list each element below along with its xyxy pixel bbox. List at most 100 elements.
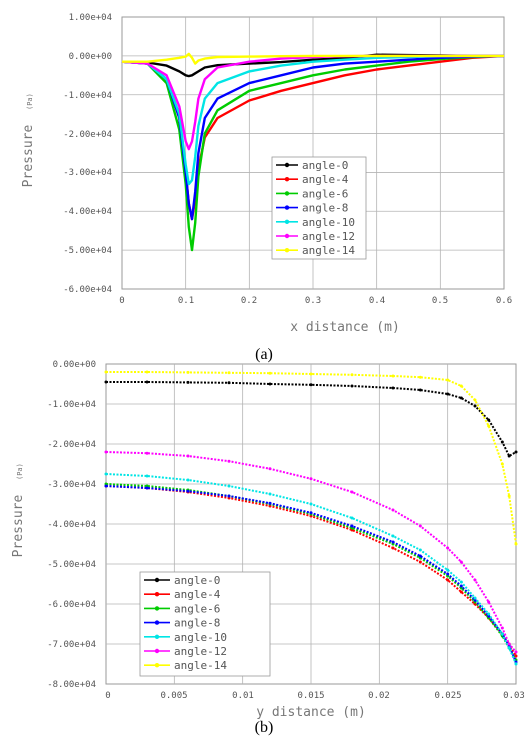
y-tick-label: -4.00e+04 — [63, 207, 112, 217]
data-point — [446, 568, 450, 572]
x-tick-label: 0.5 — [432, 296, 448, 306]
data-point — [507, 642, 511, 646]
legend-label: angle-14 — [174, 659, 227, 672]
y-tick-label: -2.00e+04 — [47, 440, 96, 450]
legend-marker — [284, 177, 290, 182]
caption-b: (b) — [255, 719, 274, 736]
x-tick-label: 0.03 — [503, 691, 525, 701]
y-tick-label: -7.00e+04 — [47, 640, 96, 650]
y-axis-label-a: Pressure — [21, 125, 36, 188]
data-point — [418, 524, 422, 528]
legend-label: angle-8 — [302, 202, 348, 215]
data-point — [473, 578, 477, 582]
legend-label: angle-8 — [174, 617, 220, 630]
data-point — [459, 396, 463, 400]
y-axis-unit-a: (Pa) — [26, 93, 34, 110]
data-point — [186, 454, 190, 458]
data-point — [507, 494, 511, 498]
legend-label: angle-12 — [174, 645, 227, 658]
y-tick-label: 0.00e+00 — [53, 360, 96, 370]
data-point — [473, 398, 477, 402]
data-point — [350, 490, 354, 494]
y-tick-label: -8.00e+04 — [47, 680, 96, 690]
y-tick-label: -4.00e+04 — [47, 520, 96, 530]
y-tick-label: -5.00e+04 — [63, 246, 112, 256]
series-a — [121, 52, 505, 252]
y-axis-label-a-group: Pressure (Pa) — [21, 93, 36, 187]
legend-marker — [154, 577, 160, 583]
series-line-angle-10 — [121, 54, 504, 186]
y-axis-unit-b: (Pa) — [16, 463, 24, 480]
data-point — [268, 467, 272, 471]
data-point — [514, 654, 518, 658]
legend-marker — [284, 191, 290, 196]
x-tick-label: 0.2 — [241, 296, 257, 306]
data-point — [186, 380, 190, 384]
legend-marker — [154, 620, 160, 625]
legend-marker — [154, 592, 160, 597]
legend-marker — [154, 606, 160, 611]
legend-label: angle-14 — [302, 244, 355, 257]
data-point — [500, 632, 504, 636]
x-tick-label: 0.02 — [368, 691, 390, 701]
y-tick-label: -1.00e+04 — [63, 91, 112, 101]
data-point — [104, 484, 108, 488]
data-point — [186, 478, 190, 482]
y-tick-label: -2.00e+04 — [63, 130, 112, 140]
ticks-b: 0.00e+00 -1.00e+04 -2.00e+04 -3.00e+04 -… — [47, 360, 525, 701]
data-point — [309, 502, 313, 506]
data-point — [350, 373, 354, 377]
data-point — [391, 540, 395, 544]
series-line-angle-6 — [121, 54, 505, 252]
data-point — [500, 440, 504, 444]
legend-box-b — [139, 571, 271, 677]
data-point — [186, 489, 190, 493]
data-point — [459, 580, 463, 584]
data-point — [268, 371, 272, 375]
chart-a: 1.00e+04 0.00e+00 -1.00e+04 -2.00e+04 -3… — [21, 13, 512, 363]
data-point — [309, 477, 313, 481]
legend-marker — [284, 162, 290, 168]
series-line-angle-0 — [106, 381, 517, 457]
legend-marker — [284, 205, 290, 210]
chart-b: 0.00e+00 -1.00e+04 -2.00e+04 -3.00e+04 -… — [11, 360, 525, 736]
data-point — [227, 484, 231, 488]
data-point — [186, 370, 190, 374]
data-point — [459, 560, 463, 564]
data-point — [391, 386, 395, 390]
x-tick-label: 0.1 — [178, 296, 194, 306]
x-axis-label-b: y distance (m) — [256, 705, 366, 720]
series-line-angle-14 — [122, 52, 504, 65]
legend-label: angle-0 — [302, 159, 348, 172]
data-point — [227, 371, 231, 375]
data-point — [104, 450, 108, 454]
x-tick-label: 0 — [119, 296, 124, 306]
series-line-angle-8 — [105, 485, 517, 663]
y-tick-label: -6.00e+04 — [47, 600, 96, 610]
series-line-angle-12 — [105, 451, 517, 653]
data-point — [514, 542, 518, 546]
data-point — [418, 388, 422, 392]
data-point — [227, 459, 231, 463]
data-point — [391, 508, 395, 512]
x-axis-label-a: x distance (m) — [290, 320, 400, 335]
data-point — [145, 370, 149, 374]
legend-marker — [154, 648, 160, 654]
legend-label: angle-6 — [302, 187, 348, 200]
legend-label: angle-10 — [174, 631, 227, 644]
legend-marker — [284, 233, 290, 239]
legend-label: angle-12 — [302, 230, 355, 243]
y-tick-label: 1.00e+04 — [69, 13, 112, 23]
data-point — [145, 486, 149, 490]
legend-a: angle-0angle-4angle-6angle-8angle-10angl… — [271, 156, 367, 260]
series-line-angle-14 — [106, 371, 517, 545]
data-point — [507, 454, 511, 458]
data-point — [309, 383, 313, 387]
x-tick-label: 0 — [105, 691, 110, 701]
x-tick-label: 0.015 — [297, 691, 324, 701]
y-tick-label: -5.00e+04 — [47, 560, 96, 570]
data-point — [487, 600, 491, 604]
y-axis-label-b-group: Pressure (Pa) — [11, 463, 26, 557]
caption-a: (a) — [255, 346, 273, 363]
legend-marker — [284, 248, 290, 253]
